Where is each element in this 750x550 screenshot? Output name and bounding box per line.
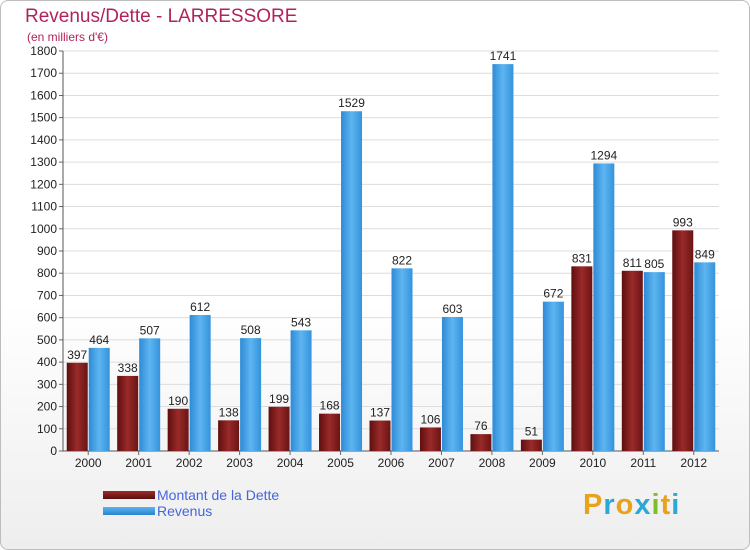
x-tick-label: 2005: [327, 456, 354, 470]
x-tick-label: 2008: [479, 456, 506, 470]
value-label-revenus: 822: [392, 253, 412, 267]
chart-subtitle: (en milliers d'€): [27, 30, 108, 44]
bar-revenus: [643, 272, 665, 451]
legend-swatch-revenus: [103, 507, 155, 515]
value-label-revenus: 672: [543, 287, 563, 301]
value-label-revenus: 464: [89, 333, 109, 347]
bar-dette: [117, 375, 139, 451]
legend-label-dette: Montant de la Dette: [157, 487, 280, 503]
bar-dette: [419, 427, 441, 451]
bar-revenus: [492, 64, 514, 451]
y-tick-label: 1000: [30, 222, 57, 236]
value-label-dette: 199: [269, 392, 289, 406]
bar-dette: [167, 408, 189, 451]
y-tick-label: 0: [50, 444, 57, 458]
value-label-dette: 76: [474, 419, 488, 433]
bar-revenus: [593, 163, 615, 451]
bar-revenus: [542, 301, 564, 451]
legend-swatch-dette: [103, 491, 155, 499]
value-label-dette: 397: [67, 348, 87, 362]
y-tick-label: 400: [37, 355, 57, 369]
y-tick-label: 900: [37, 244, 57, 258]
value-label-revenus: 612: [190, 300, 210, 314]
y-tick-label: 500: [37, 333, 57, 347]
value-label-revenus: 805: [644, 257, 664, 271]
bar-dette: [571, 266, 593, 451]
bar-dette: [520, 439, 542, 451]
bar-revenus: [341, 111, 363, 451]
x-tick-label: 2000: [75, 456, 102, 470]
x-tick-label: 2007: [428, 456, 455, 470]
proxiti-logo: Proxiti: [583, 489, 681, 521]
x-tick-label: 2002: [176, 456, 203, 470]
value-label-dette: 811: [623, 256, 642, 270]
y-tick-label: 100: [37, 422, 57, 436]
value-label-dette: 168: [320, 399, 340, 413]
y-tick-label: 1700: [30, 66, 57, 80]
value-label-revenus: 543: [291, 315, 311, 329]
bar-revenus: [240, 338, 262, 451]
y-tick-label: 700: [37, 288, 57, 302]
legend-label-revenus: Revenus: [157, 503, 213, 519]
value-label-dette: 338: [118, 361, 138, 375]
x-tick-label: 2001: [125, 456, 152, 470]
value-label-dette: 138: [219, 405, 239, 419]
x-tick-label: 2010: [579, 456, 606, 470]
bar-dette: [218, 420, 240, 451]
chart-title: Revenus/Dette - LARRESSORE: [25, 6, 298, 27]
x-tick-label: 2004: [277, 456, 304, 470]
value-label-revenus: 1529: [338, 96, 365, 110]
x-tick-label: 2009: [529, 456, 556, 470]
bar-dette: [319, 413, 341, 451]
x-tick-label: 2006: [378, 456, 405, 470]
y-tick-label: 1400: [30, 133, 57, 147]
value-label-revenus: 507: [140, 323, 160, 337]
value-label-dette: 993: [673, 215, 693, 229]
value-label-revenus: 1294: [590, 148, 617, 162]
value-label-revenus: 1741: [490, 49, 517, 63]
bar-revenus: [391, 268, 413, 451]
bar-dette: [672, 230, 694, 451]
bar-revenus: [441, 317, 463, 451]
x-tick-label: 2011: [630, 456, 656, 470]
bar-revenus: [290, 330, 312, 451]
bar-revenus: [189, 315, 211, 451]
y-tick-label: 200: [37, 400, 57, 414]
value-label-revenus: 849: [695, 247, 715, 261]
y-tick-label: 800: [37, 266, 57, 280]
y-tick-label: 600: [37, 311, 57, 325]
y-tick-label: 1800: [30, 44, 57, 58]
legend: Montant de la Dette Revenus: [103, 487, 279, 519]
bar-dette: [621, 270, 643, 451]
value-label-dette: 190: [168, 394, 188, 408]
y-tick-label: 1500: [30, 111, 57, 125]
y-tick-label: 1300: [30, 155, 57, 169]
value-label-revenus: 508: [241, 323, 261, 337]
y-tick-label: 1600: [30, 88, 57, 102]
bar-revenus: [139, 338, 161, 451]
x-tick-label: 2012: [680, 456, 707, 470]
value-label-dette: 106: [420, 412, 440, 426]
value-label-dette: 51: [525, 425, 539, 439]
y-tick-label: 1100: [31, 200, 57, 214]
y-tick-label: 1200: [30, 177, 57, 191]
y-tick-label: 300: [37, 377, 57, 391]
bar-dette: [470, 434, 492, 451]
legend-item-revenus: Revenus: [103, 503, 279, 519]
bar-dette: [369, 420, 391, 451]
value-label-revenus: 603: [442, 302, 462, 316]
value-label-dette: 137: [370, 406, 390, 420]
bar-dette: [66, 362, 88, 451]
bar-dette: [268, 406, 290, 451]
value-label-dette: 831: [572, 251, 592, 265]
bar-revenus: [694, 262, 716, 451]
legend-item-dette: Montant de la Dette: [103, 487, 279, 503]
x-tick-label: 2003: [226, 456, 253, 470]
bar-revenus: [88, 347, 110, 451]
